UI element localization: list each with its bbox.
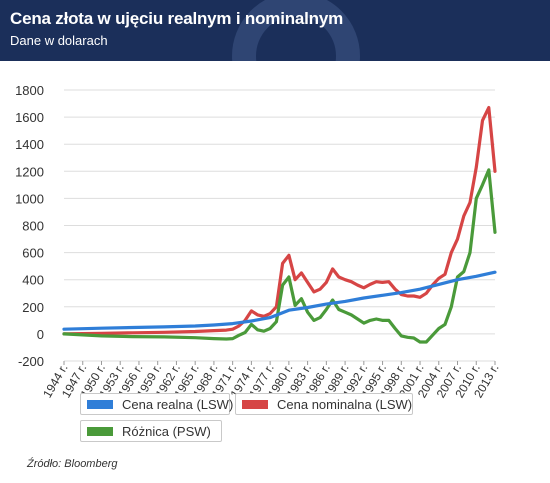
chart-series-lines <box>62 105 497 344</box>
y-tick-label: 600 <box>22 246 44 261</box>
chart-title: Cena złota w ujęciu realnym i nominalnym <box>10 9 344 28</box>
series-line-nominalna <box>62 105 497 336</box>
legend-item-roznica[interactable]: Różnica (PSW) <box>80 420 222 442</box>
legend-swatch-roznica <box>87 427 113 436</box>
legend-item-nominalna[interactable]: Cena nominalna (LSW) <box>235 393 413 415</box>
y-tick-label: 400 <box>22 273 44 288</box>
y-tick-label: 1200 <box>15 164 44 179</box>
source-note: Źródło: Bloomberg <box>27 458 118 470</box>
y-tick-label: 1600 <box>15 110 44 125</box>
legend-label-nominalna: Cena nominalna (LSW) <box>277 397 413 412</box>
legend-item-realna[interactable]: Cena realna (LSW) <box>80 393 234 415</box>
chart-gridlines <box>64 89 495 362</box>
y-tick-label: 0 <box>37 327 44 342</box>
legend-label-roznica: Różnica (PSW) <box>122 424 211 439</box>
legend-label-realna: Cena realna (LSW) <box>122 397 234 412</box>
legend-swatch-realna <box>87 400 113 409</box>
y-tick-label: 1800 <box>15 83 44 98</box>
y-tick-label: 200 <box>22 300 44 315</box>
legend-swatch-nominalna <box>242 400 268 409</box>
y-tick-label: 1000 <box>15 191 44 206</box>
header-logo-watermark <box>232 0 360 61</box>
y-tick-label: 1400 <box>15 137 44 152</box>
y-axis: -200 0 200 400 600 800 1000 1200 1400 1600 1800 <box>15 83 44 369</box>
y-tick-label: 800 <box>22 219 44 234</box>
series-line-roznica <box>62 168 497 344</box>
y-tick-label: -200 <box>18 354 44 369</box>
chart-subtitle: Dane w dolarach <box>10 33 108 48</box>
header-banner: Cena złota w ujęciu realnym i nominalnym… <box>0 0 550 61</box>
series-line-realna <box>62 270 497 331</box>
